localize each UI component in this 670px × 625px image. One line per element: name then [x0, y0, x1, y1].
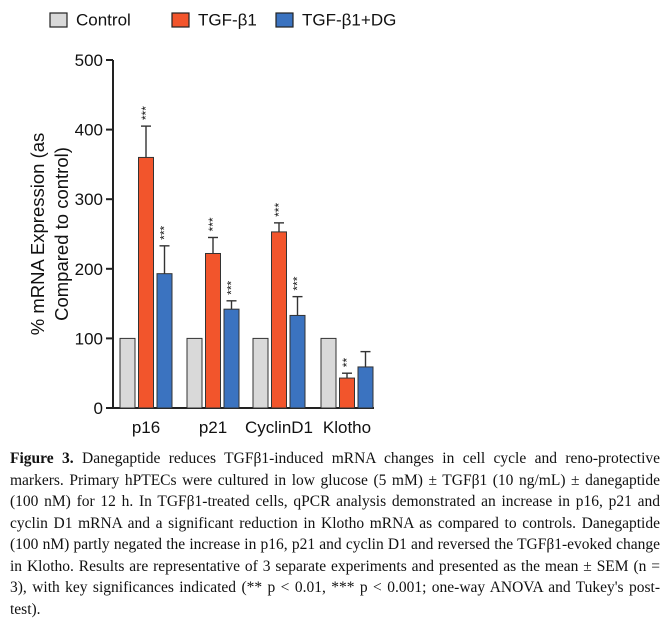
- caption-label: Figure 3.: [10, 450, 74, 467]
- significance-marker: ***: [158, 225, 172, 239]
- significance-marker: ***: [291, 276, 305, 290]
- bar-klotho-control: [320, 337, 337, 409]
- y-tick-label: 100: [75, 329, 103, 348]
- bar-p21-tgf-1-dg: [223, 308, 240, 409]
- legend-label: Control: [76, 11, 131, 30]
- x-tick-label-p21: p21: [199, 418, 227, 437]
- y-axis-label-line: Compared to control): [51, 147, 72, 321]
- y-axis-label: % mRNA Expression (as Compared to control…: [27, 133, 72, 336]
- bar-cyclind1-control: [252, 337, 269, 409]
- bar-cyclind1-tgf-1-dg: [289, 314, 306, 409]
- significance-marker: ***: [139, 106, 153, 120]
- axes: 0 100 200 300 400 500: [75, 51, 374, 418]
- bar-klotho-tgf-1-dg: [357, 366, 374, 409]
- x-tick-labels: p16 p21 CyclinD1 Klotho: [132, 418, 371, 437]
- significance-marker: ***: [272, 203, 286, 217]
- bar-p16-tgf-1-dg: [156, 273, 173, 409]
- bar-klotho-tgf-1: [339, 377, 355, 409]
- legend-item-tgf-1-dg: TGF-β1+DG: [275, 11, 396, 30]
- legend-swatch: [171, 12, 190, 28]
- bar-p16-tgf-1: [138, 156, 154, 409]
- legend-swatch: [49, 12, 68, 28]
- bar-p21-tgf-1: [205, 252, 221, 409]
- legend-item-tgf-1: TGF-β1: [171, 11, 257, 30]
- x-tick-label-cyclind1: CyclinD1: [245, 418, 313, 437]
- legend-swatch: [275, 12, 294, 28]
- bars: ********************: [119, 106, 374, 409]
- y-tick-label: 400: [75, 121, 103, 140]
- x-tick-label-klotho: Klotho: [323, 418, 371, 437]
- legend-label: TGF-β1+DG: [302, 11, 396, 30]
- bar-p21-control: [186, 337, 203, 409]
- y-tick-label: 0: [94, 399, 103, 418]
- significance-marker: ***: [225, 280, 239, 294]
- legend-item-control: Control: [49, 11, 131, 30]
- bar-p16-control: [119, 337, 136, 409]
- significance-marker: ***: [206, 217, 220, 231]
- y-tick-label: 500: [75, 51, 103, 70]
- figure-caption: Figure 3. Danegaptide reduces TGFβ1-indu…: [10, 448, 660, 620]
- y-tick-label: 200: [75, 260, 103, 279]
- bar-chart: Control TGF-β1 TGF-β1+DG % mRNA Expression…: [27, 11, 396, 438]
- legend: Control TGF-β1 TGF-β1+DG: [49, 11, 396, 30]
- bar-cyclind1-tgf-1: [271, 231, 287, 409]
- y-axis-label-line: % mRNA Expression (as: [27, 133, 48, 336]
- y-tick-label: 300: [75, 190, 103, 209]
- significance-marker: **: [340, 358, 354, 368]
- caption-text: Danegaptide reduces TGFβ1-induced mRNA c…: [10, 450, 661, 618]
- x-tick-label-p16: p16: [132, 418, 160, 437]
- legend-label: TGF-β1: [198, 11, 257, 30]
